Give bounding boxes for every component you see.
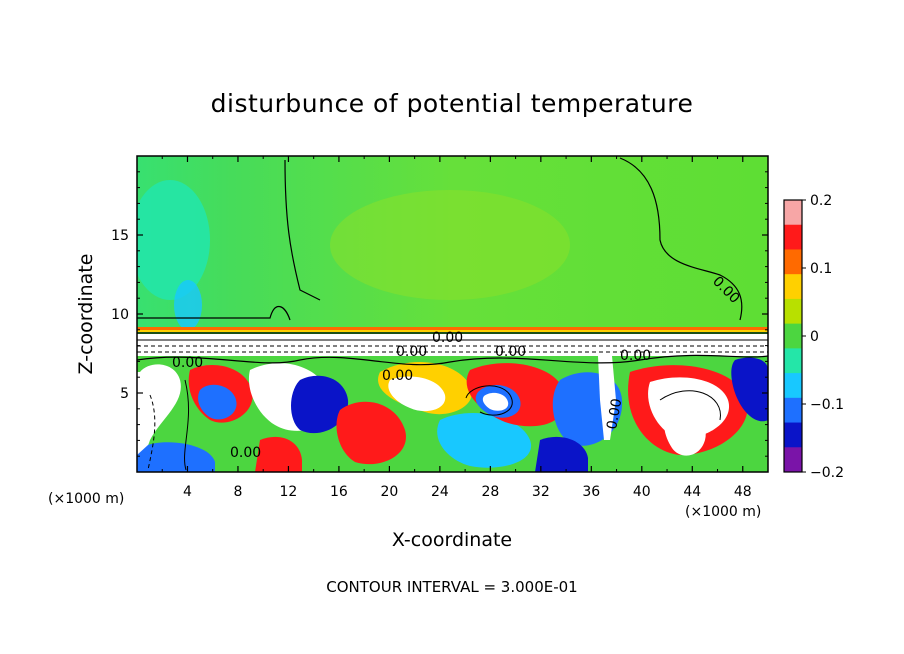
chart-title: disturbunce of potential temperature xyxy=(211,89,694,118)
vortex-red-5 xyxy=(255,436,302,472)
y-tick-label: 15 xyxy=(111,228,129,244)
vortex-blue-7 xyxy=(535,436,588,472)
contour-line-upper xyxy=(619,157,743,321)
upper-yellowgreen-patch xyxy=(330,190,570,300)
contour-label: 0.00 xyxy=(620,348,651,364)
x-tick-label: 36 xyxy=(582,484,600,500)
contour-line-lower xyxy=(659,390,721,421)
vortex-cyan xyxy=(437,412,532,468)
contour-label: 0.00 xyxy=(396,344,427,360)
tropopause-band-red xyxy=(137,327,768,330)
colorbar-swatch xyxy=(784,200,802,226)
x-unit-label-right: (×1000 m) xyxy=(685,504,761,520)
plot-area xyxy=(137,156,768,472)
contour-line-lower xyxy=(184,379,189,471)
y-axis: 5 10 15 xyxy=(111,171,768,457)
contour-label: 0.00 xyxy=(432,330,463,346)
colorbar-swatch xyxy=(784,298,802,325)
x-tick-label: 20 xyxy=(380,484,398,500)
colorbar-swatch xyxy=(784,422,802,448)
x-tick-label: 48 xyxy=(734,484,752,500)
x-tick-label: 24 xyxy=(431,484,449,500)
x-tick-label: 12 xyxy=(280,484,298,500)
vortex-blue-1 xyxy=(198,384,237,420)
colorbar-swatch xyxy=(784,224,802,250)
x-tick-label: 28 xyxy=(481,484,499,500)
colorbar-swatch xyxy=(784,373,802,399)
contour-line-lower xyxy=(147,394,156,471)
contour-label: 0.00 xyxy=(230,445,261,461)
vortex-blue-6 xyxy=(137,442,215,472)
contour-line-lower xyxy=(465,385,513,416)
colorbar-swatch xyxy=(784,348,802,374)
tropopause-band-yellow xyxy=(137,330,768,332)
vortex-left xyxy=(137,364,181,462)
x-axis: 4 8 12 16 20 24 28 32 36 40 44 48 xyxy=(161,156,752,500)
colorbar-tick-label: 0 xyxy=(810,329,819,345)
vortex-red-2 xyxy=(336,401,406,465)
colorbar xyxy=(783,199,803,473)
contour-line-upper xyxy=(137,306,291,321)
colorbar-swatch xyxy=(784,274,802,300)
contour-interval-note: CONTOUR INTERVAL = 3.000E-01 xyxy=(326,578,577,596)
vortex-white-2 xyxy=(388,376,446,412)
y-tick-label: 5 xyxy=(120,386,129,402)
cyan-anomaly xyxy=(137,180,210,300)
colorbar-swatch xyxy=(784,323,802,349)
blue-plume xyxy=(174,280,202,330)
colorbar-ticks: 0.2 0.1 0 −0.1 −0.2 xyxy=(802,193,844,481)
vortex-blue-5 xyxy=(731,357,768,422)
x-axis-label: X-coordinate xyxy=(392,529,512,551)
contour-line-upper xyxy=(284,159,321,301)
x-tick-label: 40 xyxy=(633,484,651,500)
x-tick-label: 16 xyxy=(330,484,348,500)
colorbar-swatch xyxy=(784,447,802,473)
x-tick-label: 4 xyxy=(183,484,192,500)
contour-label: 0.00 xyxy=(382,368,413,384)
colorbar-tick-label: 0.1 xyxy=(810,261,832,277)
contour-label: 0.00 xyxy=(495,344,526,360)
contour-label: 0.00 xyxy=(604,397,625,430)
contour-label: 0.00 xyxy=(172,355,203,371)
y-tick-label: 10 xyxy=(111,307,129,323)
y-axis-label: Z-coordinate xyxy=(75,254,97,375)
x-unit-label-left: (×1000 m) xyxy=(48,491,124,507)
colorbar-tick-label: 0.2 xyxy=(810,193,832,209)
vortex-white-3 xyxy=(482,392,509,411)
vortex-white-6 xyxy=(664,409,706,456)
colorbar-swatch xyxy=(784,397,802,424)
x-tick-label: 44 xyxy=(683,484,701,500)
colorbar-tick-label: −0.2 xyxy=(810,465,844,481)
colorbar-tick-label: −0.1 xyxy=(810,397,844,413)
colorbar-swatch xyxy=(784,249,802,275)
x-tick-label: 8 xyxy=(233,484,242,500)
contour-line-lower xyxy=(137,354,768,366)
vortex-white-4 xyxy=(598,356,616,440)
vortex-blue-2 xyxy=(291,375,349,434)
x-tick-label: 32 xyxy=(532,484,550,500)
